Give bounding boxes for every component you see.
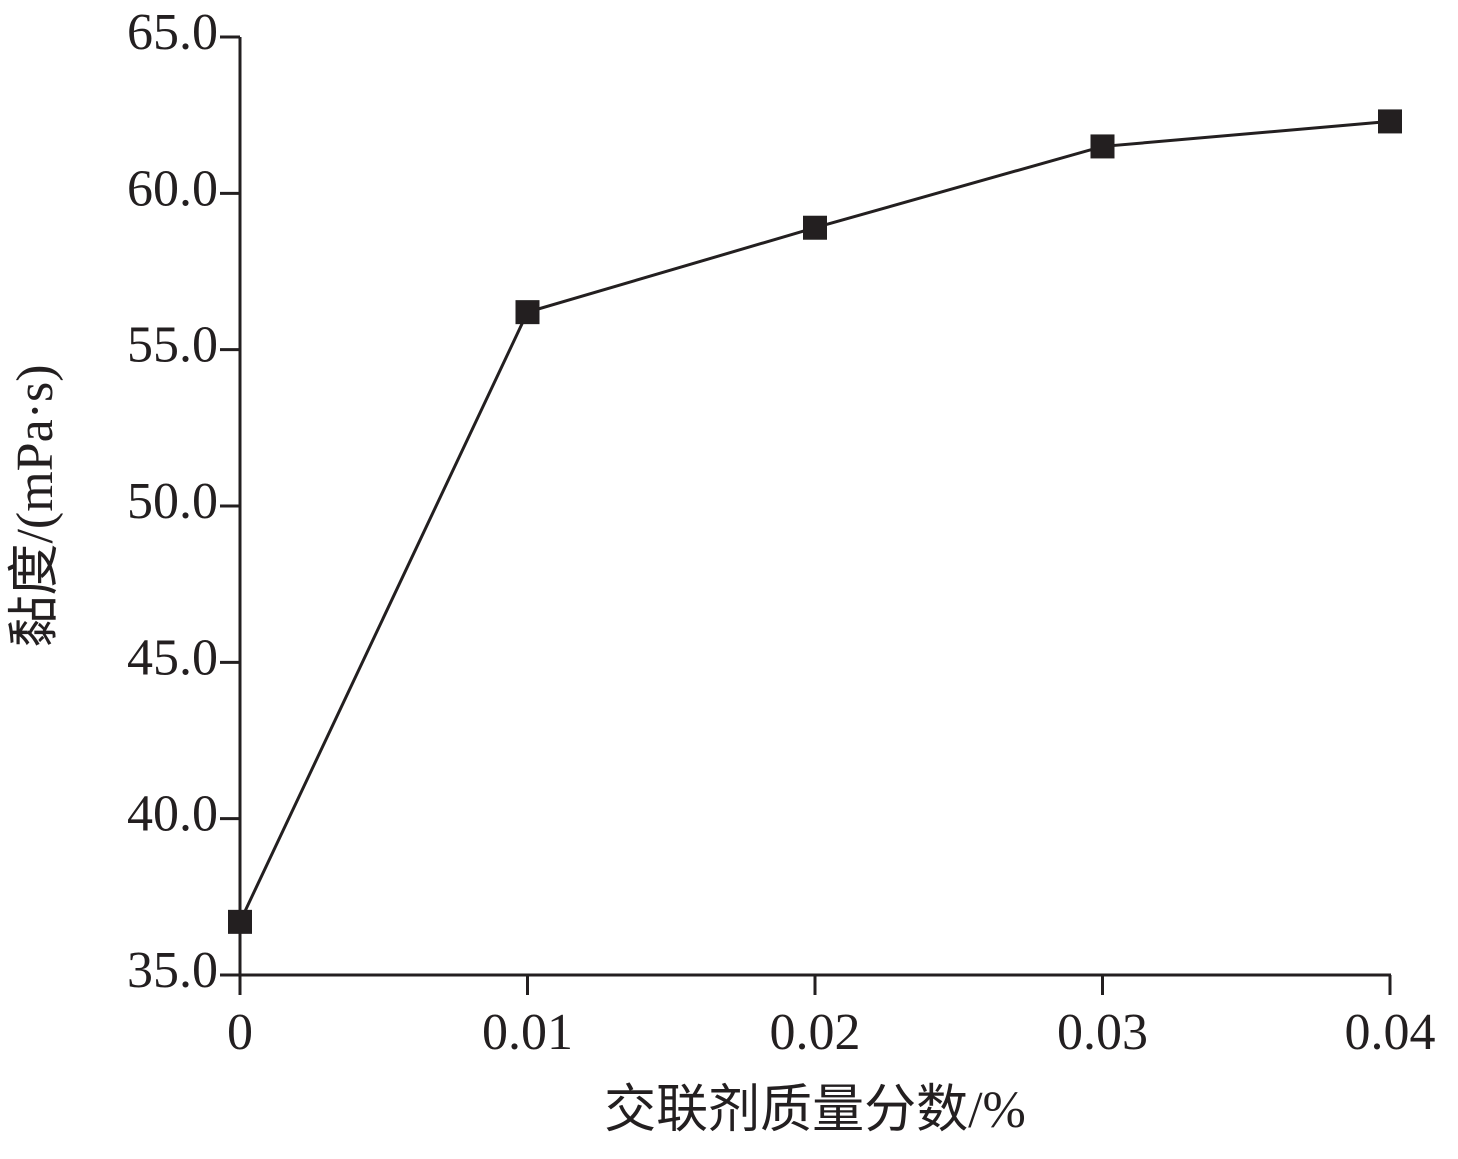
y-tick-label: 40.0 [127, 786, 218, 843]
data-line [238, 119, 1391, 923]
y-tick-label: 35.0 [127, 942, 218, 999]
y-tick-label: 45.0 [127, 629, 218, 686]
data-point [1090, 134, 1115, 159]
data-point [1378, 109, 1402, 134]
x-tick-label: 0.02 [770, 1004, 861, 1061]
x-tick-label: 0 [227, 1004, 253, 1061]
x-tick-label: 0.03 [1057, 1004, 1148, 1061]
y-tick-label: 60.0 [127, 160, 218, 217]
y-tick-label: 55.0 [127, 317, 218, 374]
data-point [803, 215, 827, 240]
x-axis-label: 交联剂质量分数/% [604, 1082, 1026, 1139]
x-tick-label: 0.01 [482, 1004, 573, 1061]
x-tick-label: 0.04 [1345, 1004, 1436, 1061]
y-axis-label: 黏度/(mPa·s) [7, 364, 64, 647]
y-tick-label: 65.0 [127, 4, 218, 61]
data-point [515, 300, 540, 325]
data-point [228, 909, 252, 934]
y-tick-label: 50.0 [127, 473, 218, 530]
